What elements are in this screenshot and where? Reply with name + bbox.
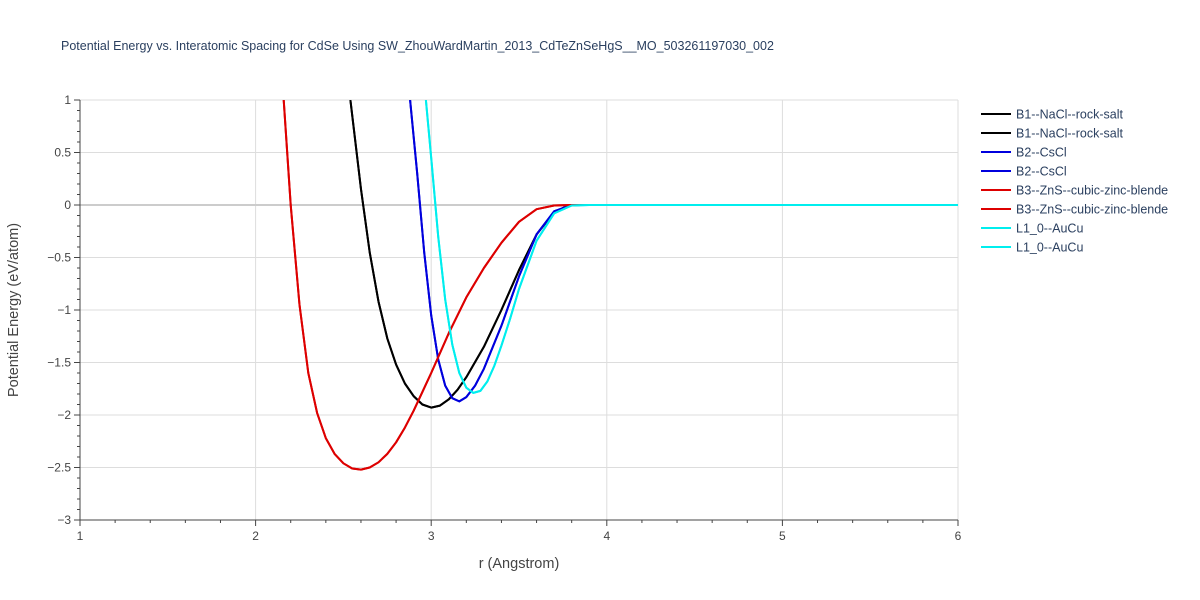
y-tick-label: −1 (57, 303, 71, 317)
y-tick-label: 0.5 (54, 146, 71, 160)
series-line (424, 100, 958, 394)
series-line (349, 100, 958, 409)
x-axis-label: r (Angstrom) (479, 556, 560, 572)
x-tick-label: 5 (779, 529, 786, 543)
y-tick-label: 1 (64, 93, 71, 107)
legend-item[interactable]: B2--CsCl (981, 165, 1067, 179)
legend-label: B2--CsCl (1016, 165, 1067, 179)
legend-label: L1_0--AuCu (1016, 241, 1083, 255)
legend-item[interactable]: B3--ZnS--cubic-zinc-blende (981, 203, 1168, 217)
x-tick-label: 1 (77, 529, 84, 543)
grid-layer (80, 99, 959, 520)
legend-item[interactable]: B1--NaCl--rock-salt (981, 108, 1123, 122)
x-tick-label: 6 (955, 529, 962, 543)
series-line (282, 100, 958, 471)
legend-item[interactable]: B3--ZnS--cubic-zinc-blende (981, 184, 1168, 198)
chart-title: Potential Energy vs. Interatomic Spacing… (61, 39, 774, 53)
legend-item[interactable]: L1_0--AuCu (981, 241, 1083, 255)
legend-label: B3--ZnS--cubic-zinc-blende (1016, 184, 1168, 198)
y-tick-label: −2.5 (47, 461, 71, 475)
y-tick-label: −0.5 (47, 251, 71, 265)
axis-layer: 1 2 3 4 5 6 −3 −2.5 −2 −1.5 −1 −0.5 0 0.5 1 (47, 93, 961, 543)
y-tick-label: −3 (57, 513, 71, 527)
y-tick-label: −2 (57, 408, 71, 422)
legend: B1--NaCl--rock-salt B1--NaCl--rock-salt B2… (981, 108, 1168, 255)
legend-item[interactable]: B2--CsCl (981, 146, 1067, 160)
series-line (349, 100, 958, 409)
legend-label: B2--CsCl (1016, 146, 1067, 160)
series-layer (282, 100, 958, 471)
series-line (409, 100, 958, 403)
x-tick-label: 2 (252, 529, 259, 543)
x-tick-label: 4 (603, 529, 610, 543)
series-line (282, 100, 958, 471)
legend-label: B1--NaCl--rock-salt (1016, 127, 1123, 141)
legend-label: B1--NaCl--rock-salt (1016, 108, 1123, 122)
series-line (409, 100, 958, 403)
legend-item[interactable]: B1--NaCl--rock-salt (981, 127, 1123, 141)
legend-label: B3--ZnS--cubic-zinc-blende (1016, 203, 1168, 217)
legend-item[interactable]: L1_0--AuCu (981, 222, 1083, 236)
legend-label: L1_0--AuCu (1016, 222, 1083, 236)
y-tick-label: 0 (64, 198, 71, 212)
series-line (424, 100, 958, 394)
y-tick-label: −1.5 (47, 356, 71, 370)
x-tick-label: 3 (428, 529, 435, 543)
y-axis-label: Potential Energy (eV/atom) (6, 223, 22, 397)
